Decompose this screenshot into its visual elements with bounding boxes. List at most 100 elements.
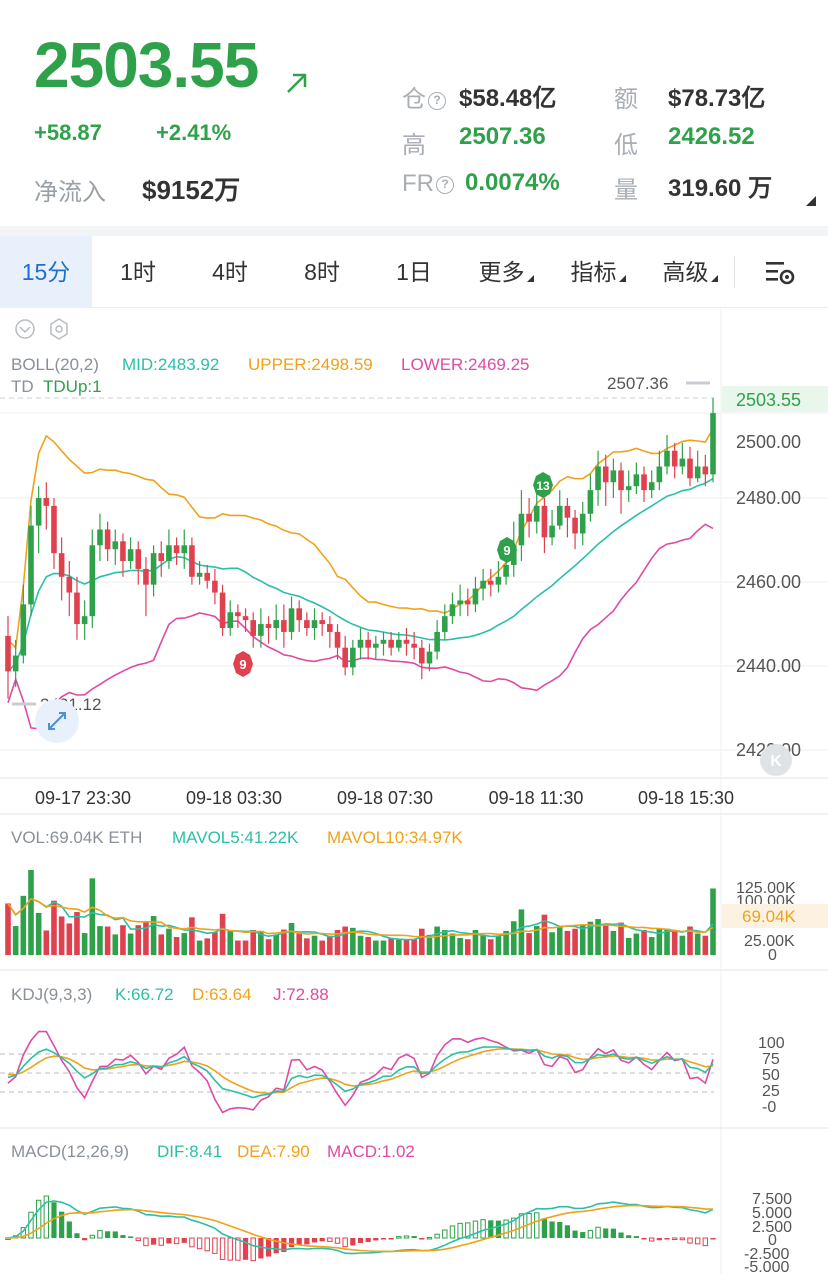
k-logo-button[interactable]: [760, 744, 792, 776]
time-tick: 09-18 03:30: [186, 788, 282, 808]
volume-bar: [112, 934, 119, 955]
candle-body: [51, 505, 57, 554]
volume-bar: [43, 930, 50, 955]
volume-bar: [618, 922, 624, 955]
kdj-tick: 50: [762, 1067, 780, 1084]
boll-legend-upper: UPPER:2498.59: [248, 355, 373, 374]
candle-body: [380, 639, 387, 644]
candle-body: [434, 631, 440, 652]
volume-bar: [464, 939, 471, 955]
macd-bar: [296, 1238, 302, 1246]
volume-bar: [694, 933, 701, 955]
candle-body: [556, 505, 563, 526]
position-label: 仓?: [402, 79, 446, 114]
volume-bar: [426, 934, 433, 955]
volume-bar: [419, 928, 425, 955]
volume-bar: [327, 935, 333, 955]
macd-bar: [495, 1220, 502, 1238]
candle-body: [296, 608, 302, 621]
candle-body: [441, 616, 448, 632]
tab-1d[interactable]: 1日: [396, 259, 432, 285]
collapse-icon[interactable]: [15, 319, 35, 339]
candle-body: [457, 600, 463, 605]
help-icon[interactable]: ?: [436, 176, 454, 194]
ticker-header: 2503.55 +58.87 +2.41% 净流入 $9152万 仓? $58.…: [0, 0, 828, 228]
vol-legend-ma10: MAVOL10:34.97K: [327, 828, 463, 847]
expand-triangle-icon[interactable]: [806, 196, 816, 206]
boll-upper-line: [7, 428, 714, 650]
candle-body: [702, 466, 709, 475]
candles: [5, 398, 716, 699]
macd-bar: [112, 1231, 118, 1238]
tab-1h[interactable]: 1时: [120, 259, 156, 285]
volume-bar: [166, 928, 172, 955]
candle-body: [350, 647, 356, 668]
volume-bar: [143, 922, 149, 955]
candle-body: [671, 450, 678, 467]
candle-body: [357, 639, 364, 648]
macd-bar: [580, 1232, 586, 1238]
tab-more[interactable]: 更多: [460, 236, 552, 308]
macd-axis: 7.500 5.000 2.500 0 -2.500 -5.000: [744, 1191, 792, 1274]
k-logo-icon: K: [770, 753, 782, 770]
candle-body: [549, 525, 555, 538]
macd-bar: [687, 1237, 693, 1244]
volume-bar: [204, 938, 211, 955]
last-price-tag: [722, 386, 828, 412]
macd-bar: [411, 1236, 417, 1238]
candle-body: [411, 643, 417, 648]
macd-bar: [97, 1230, 103, 1239]
kline-chart[interactable]: BOLL(20,2) MID:2483.92 UPPER:2498.59 LOW…: [0, 308, 828, 1274]
candle-body: [618, 470, 624, 491]
chart-settings-icon[interactable]: [764, 258, 796, 288]
macd-bar: [189, 1237, 195, 1248]
macd-bar: [511, 1217, 517, 1239]
candle-body: [127, 549, 134, 562]
candle-body: [242, 616, 249, 621]
candle-body: [373, 643, 379, 648]
candle-body: [235, 612, 241, 617]
candle-body: [43, 498, 50, 506]
tab-indicators[interactable]: 指标: [552, 236, 644, 308]
volume-bar: [579, 925, 586, 955]
kdj-legend-d: D:63.64: [192, 985, 252, 1004]
settings-gear-icon[interactable]: [50, 318, 68, 340]
dropdown-icon: [618, 275, 626, 282]
candle-body: [120, 541, 126, 562]
candle-body: [196, 572, 203, 577]
candle-body: [710, 413, 716, 475]
last-price-tag-text: 2503.55: [736, 390, 801, 410]
price-change-pct: +2.41%: [156, 120, 232, 145]
macd-bar: [633, 1236, 639, 1238]
macd-tick: 5.000: [752, 1205, 792, 1222]
vol-last-tag-text: 69.04K: [742, 907, 797, 926]
kdj-tick: 100: [758, 1035, 785, 1052]
macd-bar: [549, 1221, 555, 1238]
tab-advanced[interactable]: 高级: [644, 236, 736, 308]
macd-bar: [120, 1235, 126, 1238]
volume-label: 量: [614, 177, 638, 204]
candle-body: [625, 486, 632, 491]
candle-body: [219, 592, 226, 628]
macd-bar: [541, 1218, 548, 1238]
macd-bar: [143, 1237, 149, 1247]
candle-body: [20, 604, 27, 656]
help-icon[interactable]: ?: [428, 92, 446, 110]
macd-bar: [288, 1238, 295, 1248]
macd-bar: [158, 1237, 164, 1246]
macd-bar: [702, 1237, 709, 1247]
volume-bar: [602, 924, 609, 955]
tab-8h[interactable]: 8时: [304, 259, 340, 285]
kdj-tick: 75: [762, 1051, 780, 1068]
tab-4h[interactable]: 4时: [212, 259, 248, 285]
macd-bar: [242, 1238, 249, 1260]
volume-bar: [51, 900, 57, 955]
macd-bar: [35, 1199, 42, 1239]
tab-15m[interactable]: 15分: [0, 236, 92, 308]
macd-dea-line: [7, 1204, 713, 1253]
macd-bar: [457, 1222, 463, 1239]
macd-bar: [105, 1231, 111, 1238]
volume-bars: [5, 870, 716, 955]
vol-ma10-line: [7, 897, 714, 939]
macd-bar: [311, 1238, 318, 1243]
